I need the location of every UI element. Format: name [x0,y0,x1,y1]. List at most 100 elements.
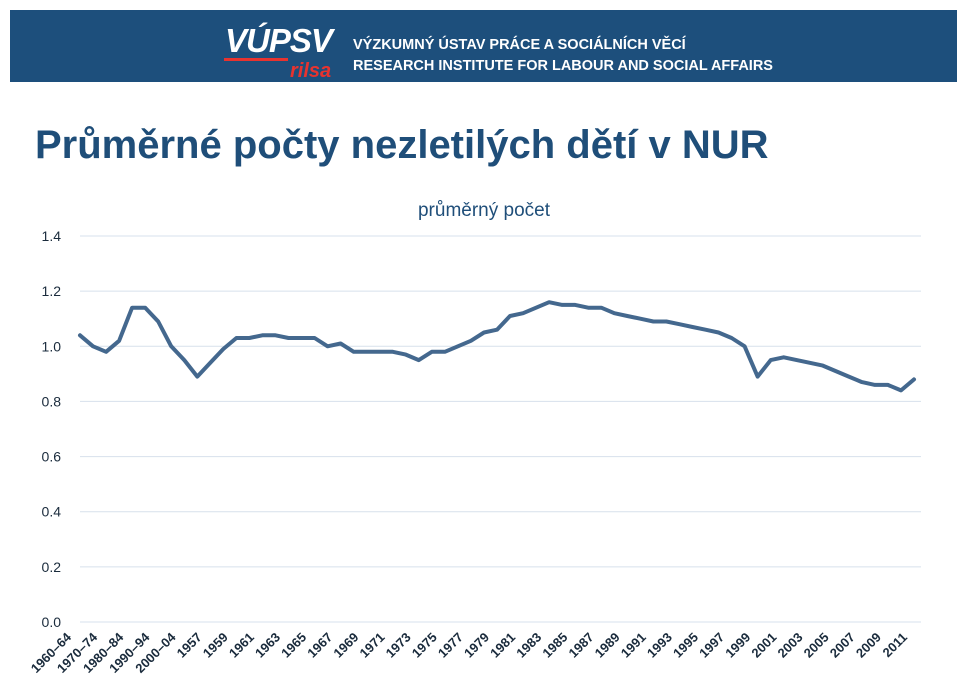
data-point [221,347,225,351]
data-point [808,361,812,365]
data-point [273,333,278,337]
data-point [365,350,369,354]
x-tick-label: 1977 [435,630,466,661]
x-tick-label: 1975 [409,630,440,661]
data-point [352,350,356,354]
data-point [325,344,330,348]
y-tick-label: 1.2 [42,283,62,299]
data-point [651,319,655,324]
data-point [91,344,95,348]
data-point [612,311,616,315]
x-tick-label: 1989 [592,630,623,661]
data-point [560,303,564,307]
data-point [677,322,682,326]
x-tick-label: 2009 [853,630,884,661]
data-point [339,341,343,346]
data-point [117,339,121,343]
data-point [886,383,890,387]
data-point [247,336,252,340]
x-tick-label: 1973 [383,630,414,661]
chart-title: průměrný počet [418,200,551,221]
data-point [469,339,473,343]
x-tick-label: 2007 [827,630,858,661]
data-point [742,344,747,348]
data-point [586,306,590,310]
data-point [547,300,551,304]
data-point [495,328,499,332]
data-point [834,369,838,373]
x-tick-label: 1993 [644,630,675,661]
x-tick-label: 1997 [696,630,727,661]
data-point [195,375,199,379]
data-point [78,333,82,337]
data-point [417,358,421,362]
x-tick-label: 1995 [670,630,701,661]
x-tick-label: 1985 [539,630,570,661]
data-point [443,350,447,354]
data-point [391,350,395,354]
data-point [456,344,460,348]
data-point [312,336,317,340]
data-point [625,314,629,318]
x-tick-label: 1991 [618,630,649,661]
data-point [208,361,212,365]
data-point [182,358,186,362]
data-point [521,311,525,315]
data-point [430,350,434,354]
y-tick-label: 0.2 [42,559,62,575]
x-tick-label: 1971 [357,630,388,661]
x-tick-label: 2001 [748,630,779,661]
logo-swoosh [224,58,288,61]
data-point [638,317,642,321]
x-tick-label: 1979 [461,630,492,661]
x-tick-label: 1959 [200,630,231,661]
x-tick-label: 1969 [330,630,361,661]
x-tick-label: 1957 [174,630,205,661]
data-point [690,325,695,329]
data-point [130,306,134,310]
data-point [482,330,486,335]
data-point [599,306,603,310]
data-point [716,330,721,335]
data-point [508,314,512,318]
data-point [769,358,773,362]
data-point [299,336,304,340]
data-point [143,306,147,310]
y-tick-label: 0.0 [42,614,62,630]
x-tick-label: 1967 [304,630,335,661]
x-tick-label: 1965 [278,630,309,661]
data-point [873,383,877,387]
data-point [795,358,799,362]
x-tick-label: 1963 [252,630,283,661]
data-point [378,350,382,354]
data-point [104,350,108,354]
y-tick-label: 0.4 [42,504,62,520]
data-point [756,375,760,379]
data-point [860,380,864,384]
x-tick-label: 1981 [487,630,518,661]
institute-name-cz: VÝZKUMNÝ ÚSTAV PRÁCE A SOCIÁLNÍCH VĚCÍ [353,37,686,53]
logo-main: VÚPSV [225,22,333,59]
data-point [664,319,669,324]
data-point [573,303,577,307]
data-point [286,336,291,340]
data-point [156,319,160,324]
y-tick-label: 1.0 [42,338,62,354]
data-point [534,306,538,310]
logo-sub: rilsa [290,60,332,82]
data-point [782,355,786,359]
y-tick-label: 0.6 [42,449,62,465]
y-tick-label: 0.8 [42,393,62,409]
x-tick-label: 1987 [566,630,597,661]
data-point [703,328,708,332]
data-point [169,344,173,348]
page-title: Průměrné počty nezletilých dětí v NUR [35,123,769,167]
x-tick-label: 1999 [722,630,753,661]
y-tick-label: 1.4 [42,228,62,244]
data-point [847,375,851,379]
x-tick-label: 1983 [513,630,544,661]
data-point [234,336,238,340]
x-tick-label: 2005 [801,630,832,661]
data-point [821,363,825,368]
